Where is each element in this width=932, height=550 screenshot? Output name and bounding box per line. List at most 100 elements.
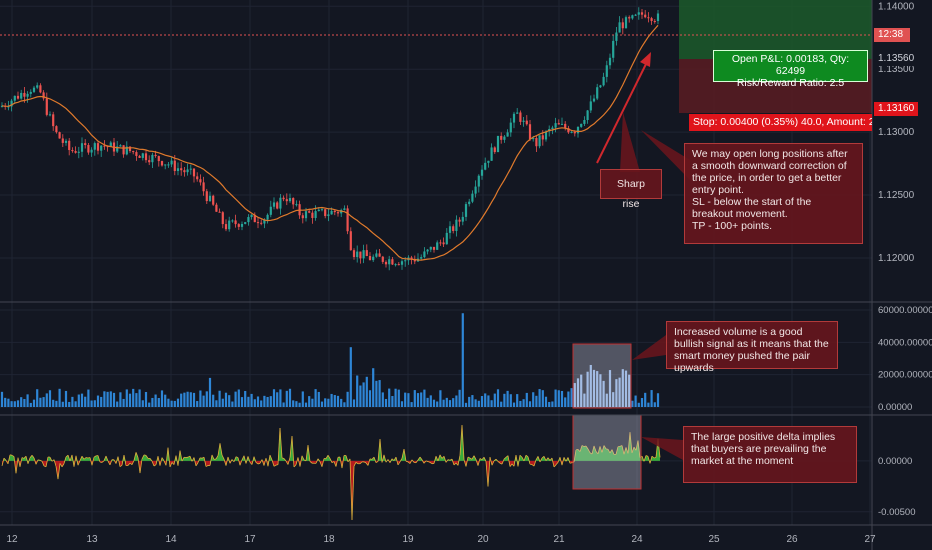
delta-line-segment — [55, 466, 59, 480]
delta-area-segment — [206, 460, 208, 467]
candle-body — [599, 85, 602, 88]
volume-bar — [45, 393, 48, 407]
candle-body — [346, 208, 349, 232]
delta-area-segment — [10, 454, 12, 461]
delta-line-segment — [21, 457, 25, 459]
candle-body — [186, 169, 189, 173]
candle-body — [218, 211, 221, 213]
candle-body — [26, 93, 29, 97]
delta-line-segment — [407, 461, 411, 464]
volume-bar — [432, 399, 436, 407]
candle-body — [212, 195, 215, 205]
delta-line-segment — [267, 455, 271, 467]
volume-bar — [208, 377, 212, 407]
delta-line-segment — [119, 464, 123, 468]
candle-body — [10, 100, 13, 107]
volume-bar — [231, 401, 234, 407]
delta-line-segment — [221, 454, 225, 460]
volume-bar — [426, 397, 429, 407]
delta-line-segment — [129, 462, 133, 465]
delta-line-segment — [445, 459, 449, 463]
delta-line-segment — [477, 458, 481, 466]
x-tick-label: 19 — [402, 534, 414, 545]
delta-line-segment — [537, 456, 541, 463]
delta-line-segment — [197, 457, 201, 463]
volume-bar — [202, 395, 205, 407]
volume-bar — [637, 402, 640, 407]
volume-bar — [93, 400, 96, 407]
delta-line-segment — [53, 459, 57, 467]
delta-line-segment — [27, 457, 31, 464]
candle-body — [160, 161, 164, 166]
open-pnl-box[interactable]: Open P&L: 0.00183, Qty: 62499 Risk/Rewar… — [713, 50, 868, 89]
candle-body — [93, 143, 96, 150]
volume-bar — [36, 389, 39, 407]
candle-body — [170, 160, 173, 165]
delta-line-segment — [375, 461, 379, 464]
delta-line-segment — [367, 458, 371, 466]
delta-line-segment — [261, 459, 265, 466]
candle-body — [269, 206, 272, 215]
volume-bar — [39, 397, 42, 407]
delta-line-segment — [601, 445, 605, 453]
delta-line-segment — [173, 455, 177, 465]
candle-body — [151, 154, 154, 163]
candle-body — [301, 215, 304, 219]
candle-body — [288, 198, 292, 202]
volume-bar — [532, 392, 535, 407]
delta-area-segment — [316, 458, 318, 464]
x-tick-label: 18 — [323, 534, 335, 545]
delta-line-segment — [567, 457, 571, 464]
delta-area-segment — [276, 460, 278, 466]
delta-line-segment — [563, 457, 567, 462]
x-tick-label: 21 — [553, 534, 565, 545]
delta-line-segment — [481, 456, 485, 460]
delta-line-segment — [91, 457, 95, 466]
volume-bar — [602, 380, 605, 407]
volume-bar — [525, 392, 528, 407]
delta-line-segment — [603, 445, 607, 450]
volume-bar — [237, 389, 240, 407]
volume-bar — [378, 380, 381, 407]
volume-bar — [631, 400, 634, 407]
delta-line-segment — [591, 445, 595, 455]
candle-body — [557, 123, 560, 125]
delta-line-segment — [301, 455, 305, 461]
delta-line-segment — [25, 456, 29, 464]
volume-bar — [205, 391, 208, 407]
delta-line-segment — [355, 462, 359, 465]
volume-bar — [605, 393, 608, 407]
delta-line-segment — [33, 457, 37, 465]
delta-line-segment — [441, 456, 445, 459]
delta-line-segment — [89, 457, 93, 466]
delta-line-segment — [443, 456, 447, 463]
stop-box[interactable]: Stop: 0.00400 (0.35%) 40.0, Amount: 2 — [689, 114, 872, 131]
candle-body — [135, 152, 138, 156]
delta-line-segment — [427, 461, 431, 463]
delta-area-segment — [314, 460, 316, 464]
volume-bar — [320, 401, 324, 407]
delta-line-segment — [379, 439, 383, 463]
delta-line-segment — [607, 449, 611, 454]
candle-body — [445, 232, 448, 245]
candle-body — [538, 135, 541, 147]
delta-line-segment — [321, 458, 325, 467]
volume-bar — [365, 376, 368, 407]
delta-area-segment — [368, 458, 370, 466]
candle-body — [45, 98, 48, 115]
candle-body — [55, 126, 58, 133]
candle-body — [464, 204, 468, 217]
candle-body — [618, 22, 621, 33]
delta-line-segment — [5, 460, 9, 465]
delta-line-segment — [599, 446, 603, 453]
volume-bar — [301, 391, 304, 407]
candle-body — [48, 114, 52, 116]
candle-body — [596, 87, 599, 99]
delta-line-segment — [429, 462, 433, 465]
price-tick-label: 1.12500 — [878, 190, 915, 201]
volume-bar — [583, 393, 586, 407]
volume-bar — [192, 392, 196, 407]
delta-line-segment — [209, 454, 213, 466]
volume-bar — [199, 390, 202, 407]
